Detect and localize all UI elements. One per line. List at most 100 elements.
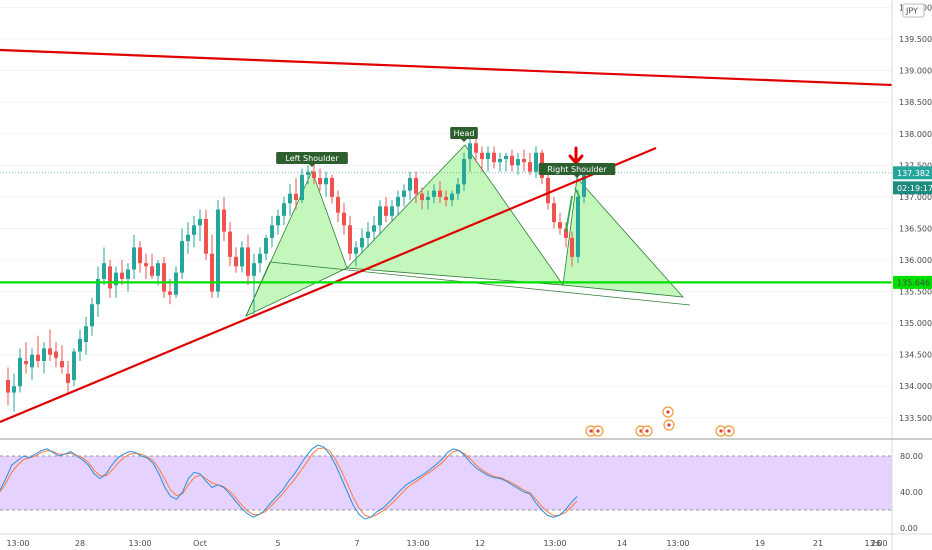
candle-body <box>546 177 550 204</box>
candle-body <box>372 225 376 232</box>
stoch-tick-label: 40.00 <box>900 488 923 497</box>
price-tick-label: 133.500 <box>899 414 932 423</box>
candle-body <box>192 225 196 235</box>
candle-body <box>234 256 238 267</box>
time-tick-label: 19 <box>755 539 765 548</box>
price-tick-label: 136.000 <box>899 256 932 265</box>
candle-body <box>306 171 310 175</box>
candle-body <box>120 272 124 279</box>
candle-body <box>354 247 358 254</box>
event-marker-dot <box>666 410 670 414</box>
upper-resistance-line <box>0 48 893 87</box>
candle-body <box>438 190 442 197</box>
pattern-labels: Left Shoulder Head Right Shoulder <box>276 127 616 178</box>
price-tick-label: 134.000 <box>899 382 932 391</box>
candle-body <box>246 247 250 276</box>
red-down-arrow <box>568 146 584 165</box>
candle-body <box>522 159 526 163</box>
current-price-tag-bg <box>893 166 932 180</box>
candle-body <box>570 237 574 257</box>
event-marker-dot <box>719 429 723 433</box>
candle-body <box>294 193 298 201</box>
candle-body <box>318 177 322 185</box>
stochastic-panel[interactable]: 80.00 40.00 0.00 <box>0 438 932 533</box>
candle-body <box>420 193 424 201</box>
time-tick-label: 13:00 <box>406 539 429 548</box>
right-shoulder-triangle <box>562 177 684 298</box>
candle-body <box>330 177 334 197</box>
time-tick-label: 14 <box>617 539 627 548</box>
candle-body <box>180 241 184 273</box>
candle-body <box>558 222 562 229</box>
time-tick-label: Oct <box>193 539 207 548</box>
price-axis[interactable]: 140.000139.500139.000138.500138.000137.5… <box>891 0 932 550</box>
candle-body <box>408 177 412 191</box>
candle-body <box>132 247 136 270</box>
support-price-tag-bg <box>893 275 932 289</box>
candle-body <box>516 159 520 166</box>
candle-body <box>90 304 94 327</box>
event-markers[interactable] <box>585 406 735 437</box>
left-leg <box>245 261 271 317</box>
candle-body <box>552 203 556 223</box>
stoch-tick-label: 80.00 <box>900 452 923 461</box>
candle-body <box>576 196 580 257</box>
candle-body <box>480 152 484 160</box>
event-marker-dot <box>667 423 671 427</box>
candle-body <box>24 361 28 365</box>
countdown-tag-bg <box>893 181 932 195</box>
candle-body <box>462 159 466 185</box>
candle-body <box>108 266 112 289</box>
candle-body <box>486 152 490 160</box>
price-axis-bg <box>892 0 932 550</box>
candle-body <box>270 225 274 238</box>
candle-body <box>204 219 208 254</box>
event-marker-dot <box>727 429 731 433</box>
candle-body <box>276 215 280 226</box>
left-shoulder-label-bg <box>276 152 348 164</box>
price-tick-label: 137.000 <box>899 193 932 202</box>
currency-label: JPY <box>905 7 918 16</box>
event-marker-dot <box>589 429 593 433</box>
left-shoulder-label: Left Shoulder <box>285 154 339 163</box>
candle-body <box>474 143 478 153</box>
price-tick-label: 135.500 <box>899 288 932 297</box>
candle-body <box>366 231 370 238</box>
candle-body <box>228 231 232 257</box>
time-tick-label: 28 <box>75 539 85 548</box>
candle-body <box>414 177 418 194</box>
candle-body <box>384 206 388 216</box>
candle-body <box>240 247 244 267</box>
price-tick-label: 137.500 <box>899 161 932 170</box>
candle-body <box>396 196 400 207</box>
price-tick-label: 138.500 <box>899 98 932 107</box>
right-shoulder-label-bg <box>538 163 616 175</box>
time-tick-label: 13:00 <box>128 539 151 548</box>
candle-body <box>42 348 46 362</box>
candle-body <box>12 386 16 393</box>
candle-body <box>168 291 172 295</box>
candle-body <box>162 263 166 292</box>
candle-body <box>114 272 118 286</box>
candle-body <box>390 206 394 216</box>
event-marker-dot <box>645 429 649 433</box>
candle-body <box>300 174 304 201</box>
time-tick-label: 21 <box>813 539 823 548</box>
neckline <box>269 261 691 306</box>
rising-trend-line <box>0 146 657 424</box>
support-price-tag: 135.646 <box>897 278 930 287</box>
candle-body <box>444 196 448 201</box>
candle-body <box>84 326 88 343</box>
candle-body <box>564 228 568 238</box>
candle-body <box>156 263 160 276</box>
price-tick-label: 138.000 <box>899 130 932 139</box>
time-tick-label: 26 <box>871 539 881 548</box>
candle-body <box>30 354 34 368</box>
candle-body <box>582 172 586 197</box>
time-axis[interactable]: 13:00 28 13:00 Oct 5 7 13:00 12 13:00 14 13:00 19 21… <box>0 533 932 548</box>
currency-box <box>902 3 925 18</box>
head-label-pointer <box>461 139 467 142</box>
candle-body <box>504 155 508 160</box>
